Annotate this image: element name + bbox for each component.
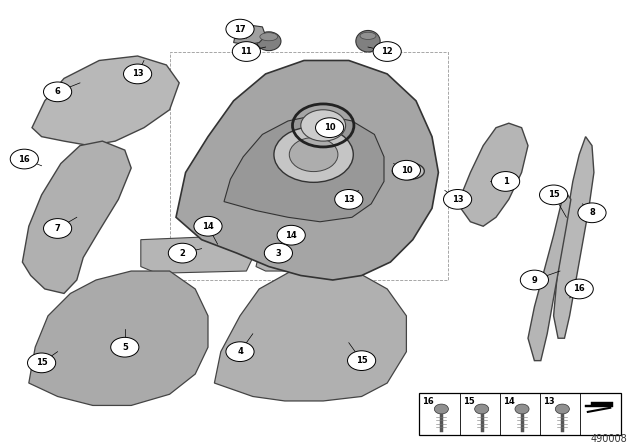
Circle shape xyxy=(264,243,292,263)
Text: 13: 13 xyxy=(343,195,355,204)
Circle shape xyxy=(335,190,363,209)
Polygon shape xyxy=(29,271,208,405)
Polygon shape xyxy=(234,25,266,45)
Circle shape xyxy=(44,82,72,102)
Bar xyxy=(419,393,621,435)
Ellipse shape xyxy=(556,404,570,414)
Ellipse shape xyxy=(475,404,489,414)
Circle shape xyxy=(540,185,568,205)
Text: 14: 14 xyxy=(285,231,297,240)
Circle shape xyxy=(492,172,520,191)
Text: 3: 3 xyxy=(276,249,281,258)
Text: 2: 2 xyxy=(179,249,186,258)
Circle shape xyxy=(392,160,420,180)
Text: 10: 10 xyxy=(401,166,412,175)
Text: 5: 5 xyxy=(122,343,128,352)
Polygon shape xyxy=(458,123,528,226)
Text: 14: 14 xyxy=(503,397,515,406)
Circle shape xyxy=(578,203,606,223)
Text: 1: 1 xyxy=(502,177,509,186)
Text: 9: 9 xyxy=(532,276,537,284)
Text: 17: 17 xyxy=(234,25,246,34)
Polygon shape xyxy=(585,402,614,406)
Circle shape xyxy=(194,216,222,236)
Text: 10: 10 xyxy=(324,123,335,132)
Circle shape xyxy=(28,353,56,373)
Circle shape xyxy=(565,279,593,299)
Polygon shape xyxy=(256,240,368,271)
Circle shape xyxy=(316,118,344,138)
Text: 11: 11 xyxy=(241,47,252,56)
Circle shape xyxy=(168,243,196,263)
Polygon shape xyxy=(141,235,256,273)
Ellipse shape xyxy=(398,166,419,177)
Polygon shape xyxy=(32,56,179,146)
Ellipse shape xyxy=(435,404,449,414)
Circle shape xyxy=(232,42,260,61)
Text: 15: 15 xyxy=(548,190,559,199)
Circle shape xyxy=(124,64,152,84)
Text: 490008: 490008 xyxy=(591,435,627,444)
Ellipse shape xyxy=(392,163,424,180)
Circle shape xyxy=(274,127,353,182)
Circle shape xyxy=(277,225,305,245)
Circle shape xyxy=(301,110,346,141)
Text: 16: 16 xyxy=(573,284,585,293)
Text: 15: 15 xyxy=(356,356,367,365)
Circle shape xyxy=(111,337,139,357)
Polygon shape xyxy=(214,271,406,401)
Text: 13: 13 xyxy=(543,397,555,406)
Circle shape xyxy=(444,190,472,209)
Text: 4: 4 xyxy=(237,347,243,356)
Polygon shape xyxy=(528,190,571,361)
Circle shape xyxy=(226,19,254,39)
Circle shape xyxy=(44,219,72,238)
Circle shape xyxy=(289,138,338,172)
Text: 15: 15 xyxy=(463,397,474,406)
Text: 7: 7 xyxy=(55,224,60,233)
Circle shape xyxy=(348,351,376,370)
Circle shape xyxy=(520,270,548,290)
Circle shape xyxy=(373,42,401,61)
Ellipse shape xyxy=(260,33,278,41)
Polygon shape xyxy=(554,137,594,338)
Text: 16: 16 xyxy=(422,397,434,406)
Ellipse shape xyxy=(356,30,380,52)
Polygon shape xyxy=(176,60,438,280)
Circle shape xyxy=(10,149,38,169)
Ellipse shape xyxy=(515,404,529,414)
Polygon shape xyxy=(224,114,384,222)
Text: 12: 12 xyxy=(381,47,393,56)
Ellipse shape xyxy=(257,32,281,51)
Text: 8: 8 xyxy=(589,208,595,217)
Text: 14: 14 xyxy=(202,222,214,231)
Text: 16: 16 xyxy=(19,155,30,164)
Text: 6: 6 xyxy=(54,87,61,96)
Bar xyxy=(170,52,448,280)
Polygon shape xyxy=(22,141,131,293)
Text: 13: 13 xyxy=(452,195,463,204)
Text: 13: 13 xyxy=(132,69,143,78)
Ellipse shape xyxy=(360,32,376,39)
Circle shape xyxy=(226,342,254,362)
Text: 15: 15 xyxy=(36,358,47,367)
